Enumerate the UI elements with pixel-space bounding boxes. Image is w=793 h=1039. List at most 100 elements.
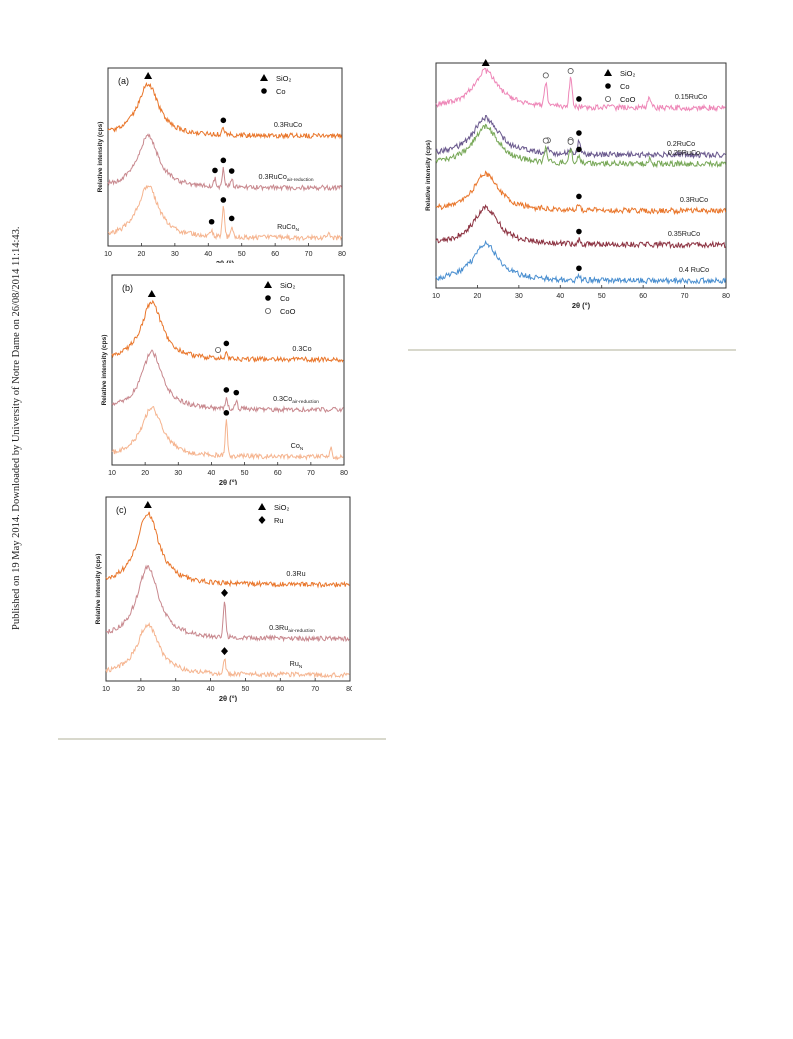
x-tick-label: 30 — [174, 470, 182, 477]
peak-marker — [144, 72, 153, 79]
x-axis-label: 2θ (°) — [572, 301, 591, 310]
x-tick-label: 10 — [108, 470, 116, 477]
peak-marker — [576, 146, 582, 153]
x-tick-label: 80 — [346, 686, 352, 693]
panel-label: (a) — [118, 76, 129, 86]
x-tick-label: 70 — [307, 470, 315, 477]
series-label: 0.3RuCoair-reduction — [258, 172, 313, 183]
y-axis-label: Relative intensity (cps) — [425, 140, 432, 211]
series-line — [105, 621, 350, 679]
legend-marker — [260, 74, 268, 81]
legend-marker — [261, 88, 267, 94]
peak-marker — [221, 647, 229, 656]
peak-marker — [576, 96, 582, 102]
series-0.3Ru: 0.3Ru — [105, 501, 350, 589]
x-tick-label: 50 — [241, 470, 249, 477]
series-label: 0.3Co — [292, 344, 311, 353]
plot-frame — [107, 67, 343, 247]
x-tick-label: 80 — [722, 293, 730, 300]
series-line — [107, 184, 343, 242]
x-tick-label: 20 — [474, 293, 482, 300]
series-label: 0.25RuCo — [668, 148, 700, 157]
series-Ru N: RuN — [105, 621, 350, 679]
peak-marker — [220, 157, 227, 164]
x-tick-label: 50 — [242, 686, 250, 693]
series-label: RuN — [290, 659, 303, 670]
peak-marker — [576, 193, 582, 200]
xrd-chart-panel-b: 10 20 30 40 50 60 70 80 2θ (°) Relative intensity… — [101, 274, 348, 485]
peak-marker — [143, 501, 152, 508]
series-line — [105, 564, 350, 643]
legend-label: Ru — [274, 516, 284, 525]
peak-marker — [223, 410, 230, 416]
legend-marker — [258, 503, 266, 510]
series-0.3Co air-reduction: 0.3Coair-reduction — [111, 349, 344, 414]
xrd-chart-panel-c: 10 20 30 40 50 60 70 80 2θ (°) Relative intensity… — [95, 496, 352, 702]
peak-marker — [208, 218, 215, 225]
x-tick-label: 10 — [102, 686, 110, 693]
series-label: CoN — [291, 441, 304, 452]
series-label: 0.2RuCo — [667, 139, 695, 148]
legend-label: CoO — [280, 307, 296, 316]
series-0.3RuCo air-reduction: 0.3RuCoair-reduction — [107, 133, 343, 192]
legend-label: Co — [276, 87, 286, 96]
x-tick-label: 80 — [340, 470, 348, 477]
legend-label: Co — [620, 82, 630, 91]
peak-marker — [147, 290, 156, 297]
legend-marker — [604, 69, 612, 76]
peak-marker — [220, 117, 227, 124]
series-line — [111, 405, 344, 461]
series-line — [435, 170, 727, 216]
peak-marker — [542, 137, 549, 144]
xrd-chart-panel-d: 10 20 30 40 50 60 70 80 2θ (°) Relative intensity… — [425, 59, 730, 310]
x-tick-label: 60 — [639, 293, 647, 300]
x-tick-label: 70 — [305, 251, 313, 258]
legend-marker — [264, 281, 272, 288]
series-label: 0.35RuCo — [668, 229, 700, 238]
x-tick-label: 10 — [104, 251, 112, 258]
y-axis-label: Relative intensity (cps) — [101, 335, 108, 406]
legend-label: SiO₂ — [620, 69, 636, 78]
left-column-divider — [58, 738, 386, 740]
peak-marker — [233, 389, 240, 396]
peak-marker — [223, 387, 230, 393]
x-tick-label: 10 — [432, 293, 440, 300]
series-label: 0.3Ru — [286, 569, 305, 578]
x-tick-label: 60 — [276, 686, 284, 693]
legend-label: CoO — [620, 95, 636, 104]
peak-marker — [481, 59, 490, 66]
x-axis-label: 2θ (°) — [219, 478, 238, 485]
panel-label: (c) — [116, 505, 127, 515]
series-line — [107, 81, 343, 140]
series-0.3RuCo: 0.3RuCo — [107, 72, 343, 140]
series-line — [107, 133, 343, 192]
plot-frame — [111, 274, 345, 466]
right-column-divider — [408, 349, 736, 351]
series-0.4 RuCo: 0.4 RuCo — [435, 239, 727, 285]
series-0.3Co: 0.3Co — [111, 290, 344, 364]
series-label: 0.15RuCo — [675, 92, 707, 101]
series-0.35RuCo: 0.35RuCo — [435, 204, 726, 250]
series-line — [105, 511, 350, 589]
x-tick-label: 20 — [137, 686, 145, 693]
x-tick-label: 50 — [598, 293, 606, 300]
x-tick-label: 30 — [515, 293, 523, 300]
x-tick-label: 20 — [141, 470, 149, 477]
legend-marker — [264, 308, 271, 315]
legend-marker — [605, 83, 611, 89]
series-line — [111, 349, 344, 414]
peak-marker — [576, 130, 582, 136]
series-line — [435, 204, 726, 250]
peak-marker — [567, 68, 574, 75]
xrd-chart-panel-a: 10 20 30 40 50 60 70 80 2θ (°) Relative intensity… — [97, 67, 346, 263]
x-tick-label: 40 — [207, 686, 215, 693]
legend-label: SiO₂ — [280, 281, 296, 290]
peak-marker — [542, 72, 549, 79]
x-tick-label: 40 — [204, 251, 212, 258]
legend-marker — [265, 295, 271, 301]
x-axis-label: 2θ (°) — [216, 259, 235, 263]
series-label: 0.3Coair-reduction — [273, 394, 319, 405]
series-RuCo N: RuCoN — [107, 184, 343, 242]
legend-label: Co — [280, 294, 290, 303]
x-tick-label: 60 — [274, 470, 282, 477]
